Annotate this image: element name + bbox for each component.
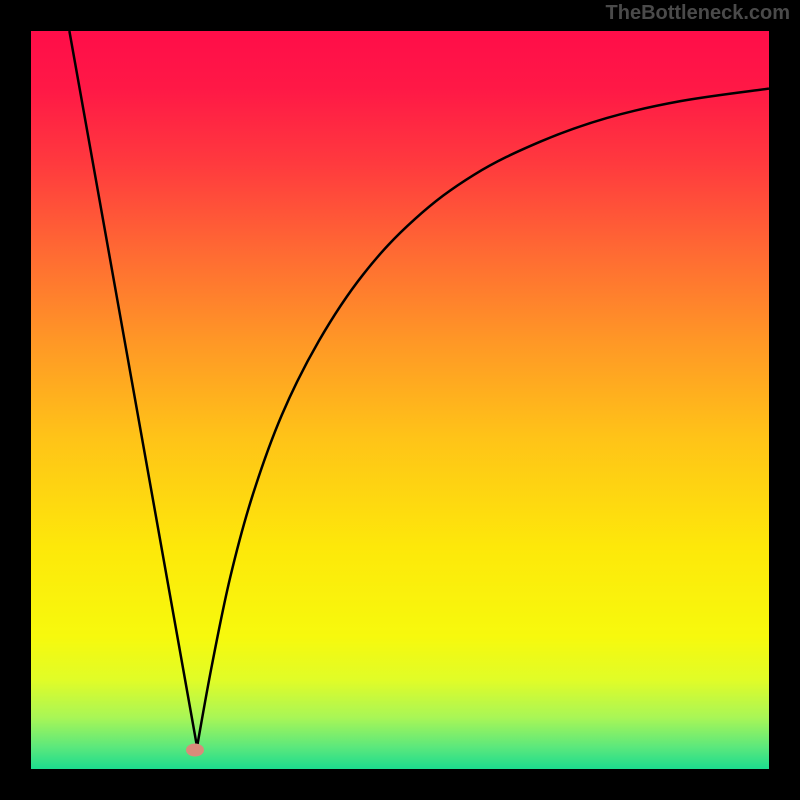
watermark-text: TheBottleneck.com: [606, 2, 790, 25]
chart-container: TheBottleneck.com: [0, 0, 800, 800]
gradient-background: [31, 31, 769, 769]
plot-area: [31, 31, 769, 769]
optimal-point-marker: [186, 743, 204, 756]
